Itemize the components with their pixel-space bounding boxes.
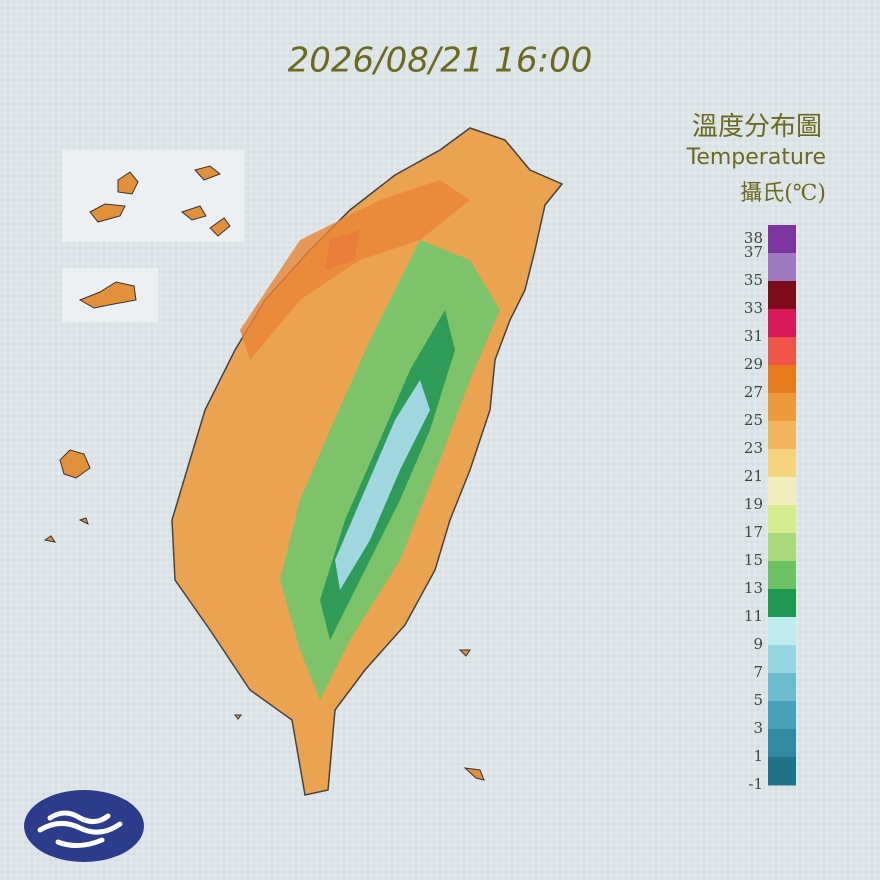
legend-label: 25: [744, 411, 763, 429]
legend-label: 1: [753, 747, 763, 765]
legend-label: 15: [744, 551, 763, 569]
legend-label: 31: [744, 327, 763, 345]
legend-title: 溫度分布圖: [692, 112, 822, 142]
legend-label: 7: [753, 663, 763, 681]
legend-label: 37: [744, 243, 763, 261]
taiwan: [171, 127, 564, 796]
legend-swatch: [768, 225, 796, 254]
legend-unit: 攝氏(℃): [740, 181, 826, 206]
legend-label: 33: [744, 299, 763, 317]
legend-swatch: [768, 617, 796, 646]
logo: [24, 790, 144, 862]
legend-label: 9: [753, 635, 763, 653]
legend-swatch: [768, 449, 796, 478]
legend-swatch: [768, 253, 796, 282]
legend-label: 17: [744, 523, 763, 541]
legend-swatch: [768, 281, 796, 310]
legend-label: -1: [748, 775, 763, 793]
legend-swatch: [768, 589, 796, 618]
legend-swatch: [768, 505, 796, 534]
legend-swatch: [768, 533, 796, 562]
legend-swatch: [768, 701, 796, 730]
legend-swatch: [768, 561, 796, 590]
legend-label: 5: [753, 691, 763, 709]
legend-swatch: [768, 393, 796, 422]
legend-swatch: [768, 673, 796, 702]
legend-swatch: [768, 645, 796, 674]
legend-label: 11: [744, 607, 763, 625]
legend-swatch: [768, 309, 796, 338]
legend-label: 29: [744, 355, 763, 373]
legend-label: 35: [744, 271, 763, 289]
insets: [43, 150, 244, 543]
legend-label: 23: [744, 439, 763, 457]
legend-subtitle: Temperature: [686, 145, 826, 170]
timestamp: 2026/08/21 16:00: [288, 41, 593, 81]
legend-swatch: [768, 365, 796, 394]
legend-swatch: [768, 337, 796, 366]
legend-swatch: [768, 757, 796, 786]
legend-label: 38: [744, 229, 763, 247]
legend-label: 21: [744, 467, 763, 485]
legend-label: 13: [744, 579, 763, 597]
legend-swatch: [768, 729, 796, 758]
legend-label: 19: [744, 495, 763, 513]
legend-label: 3: [753, 719, 763, 737]
legend-label: 27: [744, 383, 763, 401]
legend-swatch: [768, 421, 796, 450]
legend-swatch: [768, 477, 796, 506]
